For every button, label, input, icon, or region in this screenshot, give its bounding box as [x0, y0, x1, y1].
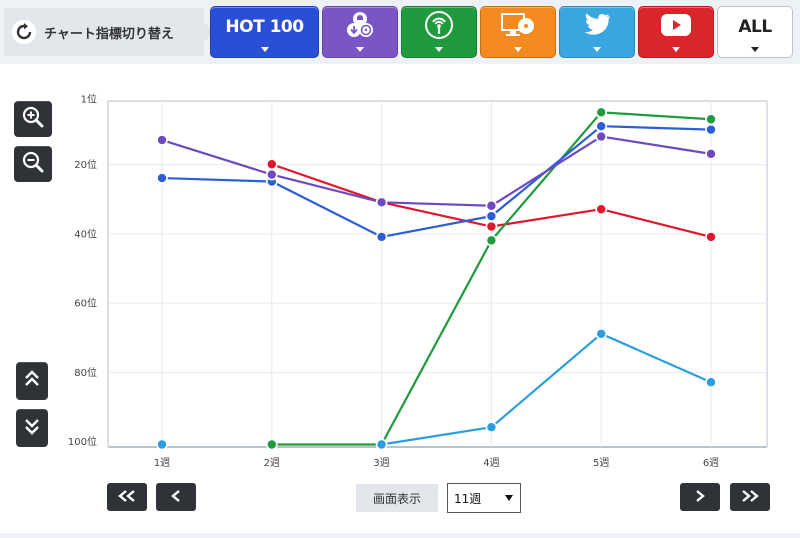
y-tick-label: 20位: [74, 158, 97, 171]
data-point[interactable]: [485, 210, 498, 222]
radio-pc-button[interactable]: [480, 6, 556, 58]
footer-divider: [0, 533, 800, 538]
dropdown-triangle-icon: [260, 47, 269, 52]
data-point[interactable]: [705, 123, 717, 136]
zoom-in-button[interactable]: [14, 101, 52, 137]
youtube-icon: [661, 14, 691, 40]
hot100-button[interactable]: HOT 100: [210, 6, 319, 58]
week-range-select[interactable]: 11週: [447, 483, 521, 513]
data-point[interactable]: [485, 421, 498, 434]
dropdown-triangle-icon: [593, 47, 601, 52]
series-4: [156, 130, 717, 212]
x-axis-line: [109, 446, 766, 448]
twitter-icon: [582, 12, 612, 42]
data-point[interactable]: [265, 168, 278, 181]
data-point[interactable]: [595, 327, 608, 340]
x-tick-label: 2週: [264, 457, 280, 469]
next-page-button[interactable]: [680, 483, 720, 511]
data-point[interactable]: [595, 130, 608, 143]
last-page-button[interactable]: [730, 483, 770, 511]
twitter-button[interactable]: [559, 6, 635, 58]
data-point[interactable]: [705, 231, 717, 243]
data-point[interactable]: [595, 120, 608, 132]
series-3: [156, 120, 717, 243]
scroll-down-button[interactable]: [16, 409, 48, 447]
prev-page-button[interactable]: [156, 483, 196, 511]
data-point[interactable]: [375, 196, 388, 209]
series-line: [381, 332, 712, 446]
double-chevron-left-icon: [117, 488, 137, 507]
data-point[interactable]: [156, 134, 168, 146]
data-point[interactable]: [265, 158, 278, 171]
dropdown-triangle-icon: [672, 47, 680, 52]
download-sales-icon: [344, 10, 376, 44]
scroll-up-button[interactable]: [16, 362, 48, 400]
all-label: ALL: [738, 17, 772, 37]
series-line: [161, 125, 712, 238]
data-point[interactable]: [156, 172, 168, 184]
streaming-icon: [424, 10, 454, 44]
double-chevron-up-icon: [23, 369, 41, 393]
series-line: [161, 135, 712, 207]
dropdown-triangle-icon: [435, 47, 443, 52]
x-tick-label: 5週: [593, 457, 609, 469]
series-5: [156, 327, 717, 451]
y-tick-label: 60位: [74, 297, 97, 310]
data-point[interactable]: [156, 438, 168, 451]
y-tick-label: 1位: [81, 93, 97, 106]
radio-pc-icon: [501, 11, 535, 43]
dropdown-triangle-icon: [751, 47, 759, 52]
y-tick-label: 100位: [68, 435, 97, 448]
rank-line-chart: 1位 20位 40位 60位 80位 100位 1週 2週 3週 4週 5週 6週: [68, 93, 768, 469]
data-point[interactable]: [265, 438, 278, 451]
download-sales-button[interactable]: [322, 6, 398, 58]
data-point[interactable]: [485, 220, 498, 233]
data-point[interactable]: [375, 438, 388, 451]
chevron-right-icon: [693, 488, 707, 507]
data-point[interactable]: [485, 199, 498, 212]
streaming-button[interactable]: [401, 6, 477, 58]
data-point[interactable]: [595, 106, 608, 119]
first-page-button[interactable]: [107, 483, 147, 511]
chart-indicator-bar: チャート指標切り替え HOT 100: [0, 0, 800, 64]
x-tick-label: 4週: [483, 457, 499, 469]
x-tick-label: 1週: [154, 457, 170, 469]
zoom-out-icon: [21, 150, 45, 178]
switch-label-text: チャート指標切り替え: [44, 26, 174, 42]
data-point[interactable]: [485, 234, 498, 247]
data-point[interactable]: [375, 231, 388, 243]
week-range-value: 11週: [454, 491, 482, 506]
select-caret-icon: [505, 495, 513, 501]
zoom-in-icon: [21, 105, 45, 133]
refresh-icon: [12, 20, 36, 44]
display-label: 画面表示: [356, 484, 438, 512]
plot-frame: [107, 100, 768, 448]
data-point[interactable]: [705, 376, 717, 389]
dropdown-triangle-icon: [514, 47, 522, 52]
y-tick-label: 80位: [74, 366, 97, 379]
data-point[interactable]: [705, 113, 717, 126]
y-tick-label: 40位: [74, 227, 97, 240]
data-point[interactable]: [595, 203, 608, 216]
double-chevron-right-icon: [740, 488, 760, 507]
chevron-left-icon: [169, 488, 183, 507]
zoom-out-button[interactable]: [14, 146, 52, 182]
data-point[interactable]: [705, 148, 717, 160]
hot100-label: HOT 100: [225, 17, 304, 37]
x-tick-label: 3週: [373, 457, 389, 469]
x-tick-label: 6週: [703, 457, 719, 469]
youtube-button[interactable]: [638, 6, 714, 58]
chart-indicator-switch[interactable]: チャート指標切り替え: [4, 8, 214, 56]
dropdown-triangle-icon: [356, 47, 364, 52]
all-indicators-button[interactable]: ALL: [717, 6, 793, 58]
double-chevron-down-icon: [23, 416, 41, 440]
